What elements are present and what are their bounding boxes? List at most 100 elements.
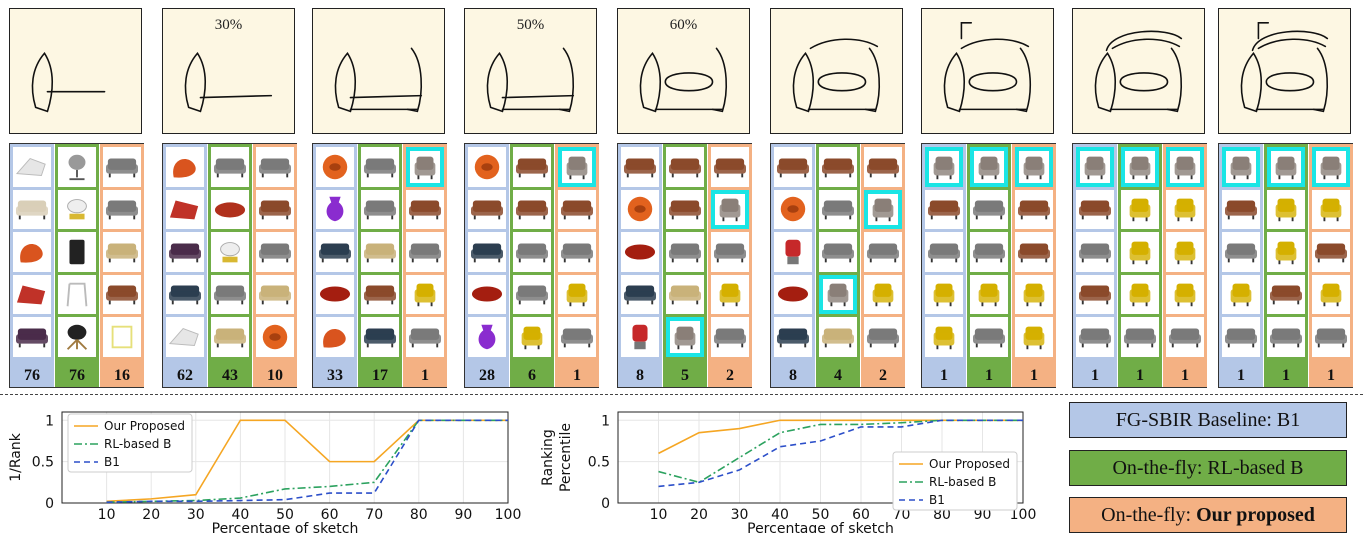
sofa-brown-icon (1079, 200, 1111, 220)
retrieved-item-cell (1267, 274, 1305, 314)
sketch-panel (1218, 8, 1351, 134)
retrieved-item-cell (1015, 317, 1053, 357)
stool-red-icon (632, 324, 648, 349)
rank-value: 1 (1181, 367, 1189, 384)
sofa-gold-icon (214, 328, 246, 348)
sofa-grey-icon (561, 243, 593, 263)
sofa-red-icon (214, 202, 246, 218)
x-axis-label: Percentage of sketch (747, 521, 894, 533)
sketch-percentage-label: 60% (669, 17, 698, 33)
retrieved-item-cell (1015, 189, 1053, 229)
retrieved-item-cell (361, 147, 399, 187)
retrieval-group: 8 5 2 (617, 143, 752, 388)
armchair-grey-icon (827, 283, 849, 307)
retrieved-item-cell (513, 189, 551, 229)
sketch-stroke (1015, 47, 1032, 113)
x-tick-label: 90 (974, 507, 992, 523)
our-proposed-column: 1 (1162, 144, 1207, 387)
retrieved-item-cell (864, 274, 902, 314)
x-tick-label: 40 (771, 507, 789, 523)
armchair-grey-icon (1230, 156, 1252, 179)
sketch-stroke (960, 21, 973, 40)
retrieved-item-cell (13, 274, 51, 314)
rank-value: 4 (834, 367, 842, 384)
sketch-drawing (486, 47, 575, 113)
sofa-grey-icon (1225, 243, 1257, 263)
rank-value: 1 (940, 367, 948, 384)
sofa-grey-icon (1315, 328, 1347, 348)
chair-white-gold-icon (220, 241, 240, 263)
armchair-grey-icon (1275, 156, 1297, 179)
chair-yellow-icon (1275, 198, 1297, 222)
line-chart-svg: 10 20 30 40 50 60 70 80 90 100 0 0.5 1 Percentage of … (540, 411, 1036, 533)
retrieved-item-cell (513, 147, 551, 187)
sofa-grey-icon (1169, 328, 1201, 348)
legend-box (892, 451, 1018, 511)
legend-key-b1: FG-SBIR Baseline: B1 (1069, 402, 1347, 438)
sketch-stroke (960, 38, 1030, 50)
pod-orange-icon (322, 154, 348, 179)
sofa-navy-icon (471, 243, 503, 263)
retrieved-item-cell (13, 147, 51, 187)
our-proposed-column: 1 (1308, 144, 1353, 387)
y-tick-label: 0 (601, 496, 610, 512)
rank-value: 1 (1237, 367, 1245, 384)
sketch-stroke (1240, 51, 1263, 113)
retrieved-item-cell (211, 189, 249, 229)
retrieved-item-cell (925, 232, 963, 272)
retrieved-item-cell (103, 274, 141, 314)
retrieved-item-cell (621, 274, 659, 314)
retrieved-item-cell (103, 317, 141, 357)
rank-value: 43 (222, 367, 238, 384)
plot-frame (61, 411, 509, 504)
legend-key-rl-based: On-the-fly: RL-based B (1069, 450, 1347, 486)
retrieved-item-cell (166, 317, 204, 357)
sofa-grey-icon (973, 328, 1005, 348)
retrieved-item-cell (1015, 232, 1053, 272)
sofa-brown-icon (516, 200, 548, 220)
armchair-grey-icon (1023, 156, 1045, 179)
retrieved-item-cell (513, 232, 551, 272)
retrieved-item-cell (711, 317, 749, 357)
our-proposed-column: 10 (252, 144, 297, 387)
retrieved-item-cell (1166, 232, 1204, 272)
retrieved-match-cell (1222, 147, 1260, 187)
x-tick-label: 30 (187, 507, 205, 523)
x-tick-label: 80 (410, 507, 428, 523)
our-proposed-column: 1 (554, 144, 599, 387)
rank-value: 2 (726, 367, 734, 384)
sketch-stroke (943, 51, 966, 113)
chair-yellow-icon (1320, 198, 1342, 222)
retrieved-item-cell (361, 317, 399, 357)
rank-value: 17 (372, 367, 388, 384)
retrieved-item-cell (1076, 189, 1114, 229)
retrieved-item-cell (1121, 189, 1159, 229)
plot-frame (617, 411, 1024, 504)
y-axis-label: 1/Rank (8, 432, 24, 481)
sketch-stroke (711, 47, 728, 113)
retrieved-item-cell (711, 147, 749, 187)
retrieved-item-cell (211, 232, 249, 272)
sofa-navy-icon (624, 285, 656, 305)
sofa-grey-icon (516, 243, 548, 263)
chair-black-legs-icon (66, 324, 88, 350)
sofa-grey-icon (409, 328, 441, 348)
rank-value: 5 (681, 367, 689, 384)
retrieved-item-cell (925, 317, 963, 357)
x-tick-label: 60 (321, 507, 339, 523)
sofa-grey-icon (928, 243, 960, 263)
x-tick-label: 20 (142, 507, 160, 523)
lounge-cream-icon (16, 200, 48, 220)
retrieved-item-cell (666, 147, 704, 187)
retrieved-item-cell (103, 189, 141, 229)
sofa-grey-icon (259, 158, 291, 178)
x-tick-label: 10 (98, 507, 116, 523)
sofa-gold-icon (364, 243, 396, 263)
sofa-grey-icon (409, 243, 441, 263)
chair-yellow-icon (1129, 198, 1151, 222)
retrieved-item-cell (819, 232, 857, 272)
series-line-b1 (106, 419, 508, 503)
rank-value: 8 (789, 367, 797, 384)
sketch-stroke (334, 51, 357, 113)
retrieved-item-cell (58, 232, 96, 272)
